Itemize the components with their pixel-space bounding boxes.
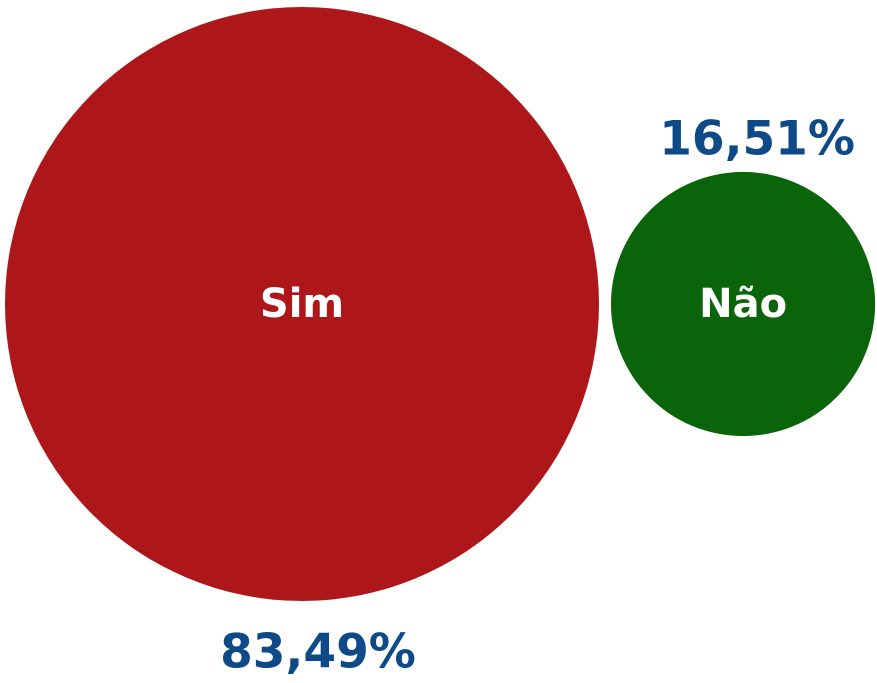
bubble <box>5 7 599 601</box>
bubble <box>611 171 876 437</box>
value-label: 83,49% <box>220 625 416 680</box>
value-label: 16,51% <box>659 111 855 166</box>
category-label: Não <box>699 281 787 327</box>
category-label: Sim <box>260 281 344 327</box>
